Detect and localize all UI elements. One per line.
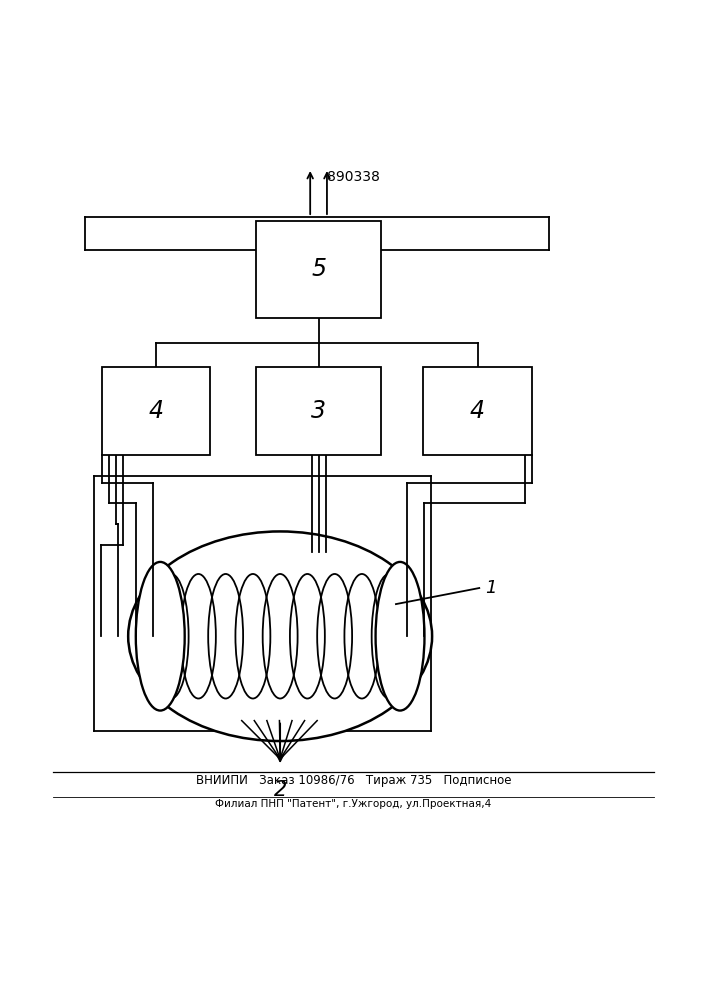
Ellipse shape bbox=[128, 531, 432, 741]
Bar bbox=[423, 367, 532, 455]
Text: 5: 5 bbox=[311, 257, 326, 281]
Text: 4: 4 bbox=[470, 399, 485, 423]
Text: 2: 2 bbox=[274, 780, 287, 800]
Bar bbox=[256, 221, 382, 318]
Ellipse shape bbox=[136, 562, 185, 711]
Text: 3: 3 bbox=[311, 399, 326, 423]
Text: 1: 1 bbox=[485, 579, 496, 597]
Bar bbox=[256, 367, 382, 455]
Text: 890338: 890338 bbox=[327, 170, 380, 184]
Text: 4: 4 bbox=[148, 399, 163, 423]
Ellipse shape bbox=[375, 562, 424, 711]
Bar bbox=[102, 367, 210, 455]
Text: Филиал ПНП "Патент", г.Ужгород, ул.Проектная,4: Филиал ПНП "Патент", г.Ужгород, ул.Проек… bbox=[216, 799, 491, 809]
Text: ВНИИПИ   Заказ 10986/76   Тираж 735   Подписное: ВНИИПИ Заказ 10986/76 Тираж 735 Подписно… bbox=[196, 774, 511, 787]
